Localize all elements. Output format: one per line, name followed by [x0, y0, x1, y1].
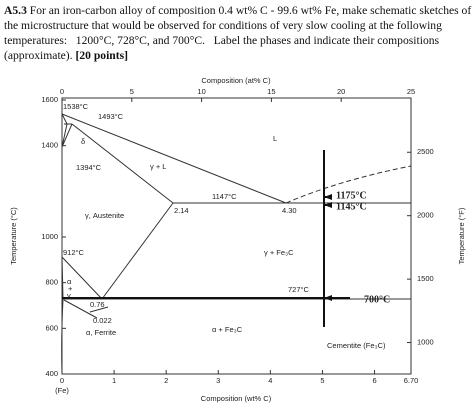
y-tick-label: 1400	[41, 141, 58, 150]
annotation: 0.022	[93, 316, 112, 325]
y2-tick-label: 2500	[417, 147, 434, 156]
x-tick-label: 3	[216, 376, 220, 385]
annotation: 912°C	[63, 248, 85, 257]
x-tick-label: 5	[320, 376, 324, 385]
x2-tick-label: 0	[60, 87, 64, 96]
annotations: 1538°C 1493°C δ 1394°C γ + L L 1147°C 2.…	[63, 102, 390, 350]
eutectoid-lines	[61, 202, 411, 375]
annotation: 1147°C	[212, 192, 237, 201]
annotation: +	[68, 284, 73, 293]
y-tick-label: 800	[45, 278, 58, 287]
annotation: 2.14	[174, 206, 189, 215]
x-tick-label: 2	[164, 376, 168, 385]
x-axis-title: Composition (wt% C)	[201, 394, 272, 403]
x2-tick-label: 15	[267, 87, 275, 96]
x2-tick-label: 5	[130, 87, 134, 96]
x2-tick-label: 10	[197, 87, 205, 96]
question-line: temperatures: 1200°C, 728°C, and 700°C. …	[4, 34, 440, 47]
text: (approximate).	[4, 49, 73, 62]
question-line: the microstructure that would be observe…	[4, 19, 442, 32]
annotation: α	[67, 277, 72, 286]
phase-lines	[61, 113, 412, 375]
annotation: α, Ferrite	[86, 328, 116, 337]
liquidus-dashed	[285, 165, 412, 204]
x-tick-label: 1	[112, 376, 116, 385]
annotation: γ	[67, 291, 71, 300]
annotation: 0.76	[90, 300, 105, 309]
annotation: 4.30	[282, 206, 297, 215]
sketch-marks	[62, 150, 350, 327]
y2-tick-label: 1000	[417, 338, 434, 347]
annotation: α + Fe₃C	[212, 325, 243, 334]
annotation: L	[273, 134, 277, 143]
plot-frame	[61, 97, 412, 375]
liquidus	[61, 113, 287, 204]
annotation: γ, Austenite	[85, 211, 124, 220]
delta-region	[61, 113, 174, 204]
y-tick-label: 1000	[41, 232, 58, 241]
y-tick-label: 400	[45, 369, 58, 378]
annotation: 1175°C	[336, 190, 367, 201]
x-note: (Fe)	[55, 386, 69, 395]
x2-tick-label: 20	[337, 87, 345, 96]
annotation: 700°C	[364, 294, 390, 305]
annotation: 1538°C	[63, 102, 89, 111]
leader-lines	[63, 299, 109, 319]
annotation: 1394°C	[76, 163, 102, 172]
annotation: δ	[81, 137, 85, 146]
question-label: A5.3	[4, 4, 27, 17]
annotation: Cementite (Fe₃C)	[327, 341, 386, 350]
y2-tick-label: 2000	[417, 211, 434, 220]
x2-tick-label: 25	[407, 87, 415, 96]
x-tick-label: 4	[268, 376, 272, 385]
arrows	[324, 194, 332, 301]
annotation: γ + Fe₃C	[264, 248, 294, 257]
text: For an iron-carbon alloy of composition …	[29, 4, 472, 17]
y2-axis-title: Temperature (°F)	[457, 207, 466, 264]
y2-tick-label: 1500	[417, 274, 434, 283]
question-line: A5.3 For an iron-carbon alloy of composi…	[4, 3, 472, 18]
y-axis-title: Temperature (°C)	[9, 207, 18, 265]
x-tick-label: 0	[60, 376, 64, 385]
x-tick-label: 6	[372, 376, 376, 385]
x-top-axis-title: Composition (at% C)	[201, 76, 271, 85]
y-tick-label: 1600	[41, 95, 58, 104]
annotation: γ + L	[150, 162, 166, 171]
annotation: 1145°C	[336, 201, 367, 212]
points: [20 points]	[75, 49, 128, 62]
question-line: (approximate). [20 points]	[4, 48, 472, 63]
annotation: 1493°C	[98, 112, 124, 121]
annotation: 727°C	[288, 285, 310, 294]
y-tick-label: 600	[45, 323, 58, 332]
question: A5.3 For an iron-carbon alloy of composi…	[4, 3, 472, 63]
x-tick-label: 6.70	[404, 376, 419, 385]
